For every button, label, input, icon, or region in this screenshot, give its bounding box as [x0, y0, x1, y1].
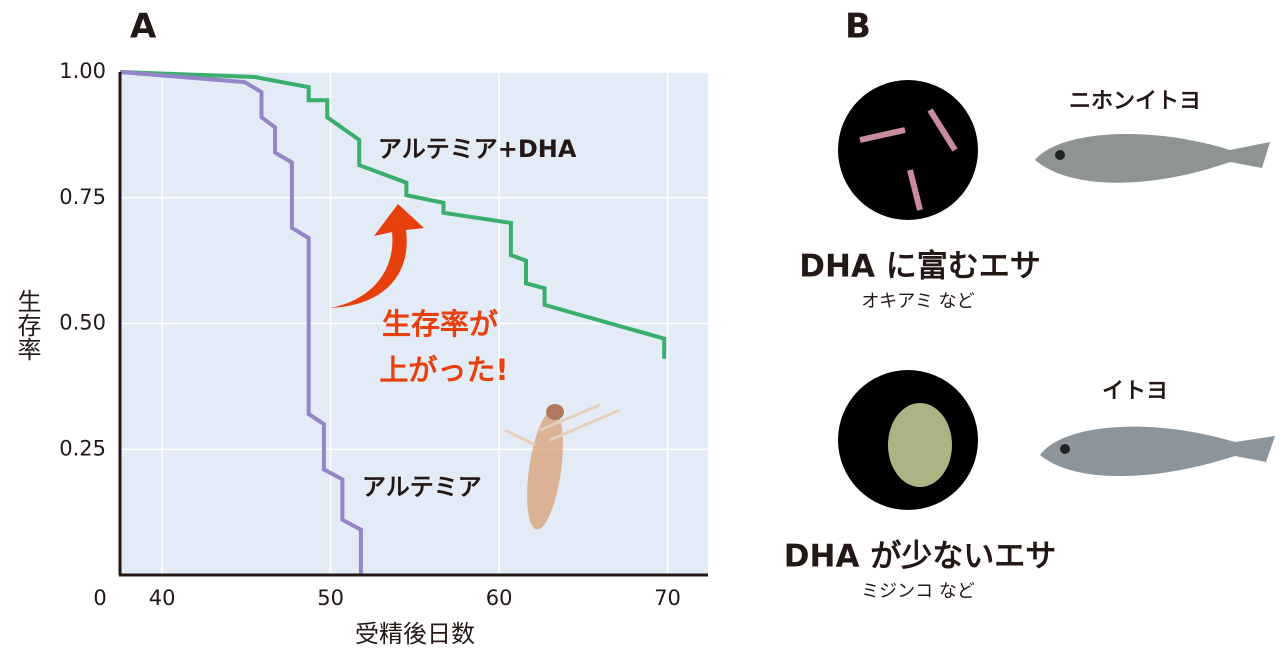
krill-shape [859, 108, 958, 211]
x-tick-label: 40 [149, 586, 176, 610]
panel-label: A [130, 7, 157, 47]
arrow [330, 204, 424, 308]
y-tick-label: 0.50 [59, 311, 106, 335]
y-tick-label: 0 [93, 586, 106, 610]
y-axis-label: 生存率 [13, 289, 41, 361]
annotation: 上がった! [379, 353, 508, 387]
fish-image [1040, 426, 1275, 477]
fish-label: イトヨ [1102, 379, 1168, 404]
food-example: オキアミ など [861, 291, 974, 312]
daphnia-shape [888, 403, 952, 487]
food-example: ミジンコ など [861, 581, 975, 602]
survival-line [119, 70, 363, 575]
food-label: DHA が少ないエサ [784, 539, 1056, 575]
fish-image [1035, 133, 1270, 183]
y-tick-label: 0.75 [59, 185, 106, 209]
y-tick-label: 0.25 [59, 436, 106, 460]
artemia-image [504, 403, 621, 530]
series-label: アルテミア [362, 473, 482, 501]
survival-line [119, 70, 667, 359]
y-tick-label: 1.00 [59, 59, 106, 83]
series-label: アルテミア+DHA [378, 135, 577, 163]
annotation: 生存率が [382, 307, 498, 341]
x-tick-label: 60 [486, 586, 513, 610]
panel-label: B [845, 7, 871, 47]
food-label: DHA に富むエサ [799, 249, 1040, 285]
krill-image [838, 80, 978, 220]
x-axis-label: 受精後日数 [355, 620, 475, 648]
fish-label: ニホンイトヨ [1069, 89, 1201, 114]
x-tick-label: 70 [654, 586, 681, 610]
x-tick-label: 50 [317, 586, 344, 610]
